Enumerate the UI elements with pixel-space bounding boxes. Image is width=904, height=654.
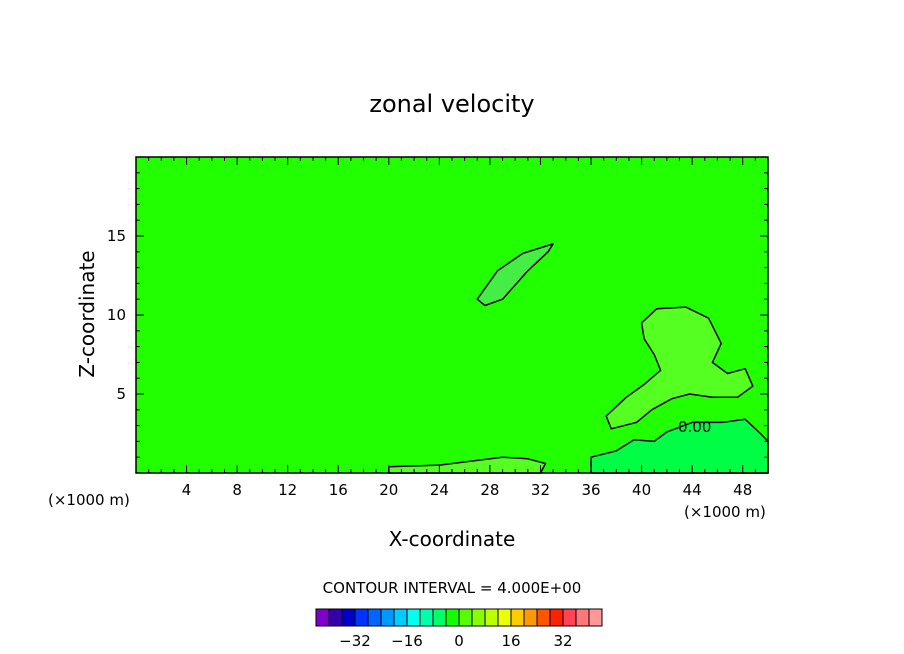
x-tick-label: 16 xyxy=(329,481,348,499)
colorbar-tick-label: 0 xyxy=(454,632,464,650)
colorbar-tick-label: −32 xyxy=(339,632,371,650)
x-tick-label: 4 xyxy=(182,481,192,499)
colorbar-swatch xyxy=(445,608,460,627)
colorbar-swatch xyxy=(471,608,486,627)
colorbar-swatch xyxy=(328,608,343,627)
x-tick-label: 8 xyxy=(232,481,242,499)
contour-interval-label: CONTOUR INTERVAL = 4.000E+00 xyxy=(323,579,582,597)
colorbar-swatch xyxy=(497,608,512,627)
colorbar-swatch xyxy=(523,608,538,627)
colorbar-swatch xyxy=(588,608,603,627)
colorbar-swatch xyxy=(562,608,577,627)
colorbar-swatch xyxy=(510,608,525,627)
colorbar-swatch xyxy=(406,608,421,627)
colorbar-tick-label: 16 xyxy=(501,632,520,650)
colorbar-swatch xyxy=(432,608,447,627)
colorbar-swatch xyxy=(458,608,473,627)
chart-title: zonal velocity xyxy=(369,90,534,118)
x-tick-label: 28 xyxy=(480,481,499,499)
x-tick-label: 12 xyxy=(278,481,297,499)
colorbar-swatch xyxy=(380,608,395,627)
x-tick-label: 40 xyxy=(632,481,651,499)
colorbar-swatch xyxy=(354,608,369,627)
x-tick-label: 36 xyxy=(581,481,600,499)
contour-region-1 xyxy=(476,243,554,307)
colorbar: −32 −16 0 16 32 xyxy=(315,608,603,650)
y-axis-label: Z-coordinate xyxy=(75,250,99,377)
colorbar-swatch xyxy=(549,608,564,627)
x-tick-label: 44 xyxy=(683,481,702,499)
x-tick-label: 48 xyxy=(733,481,752,499)
x-tick-label: 32 xyxy=(531,481,550,499)
colorbar-swatch xyxy=(536,608,551,627)
x-tick-label: 20 xyxy=(379,481,398,499)
colorbar-swatch xyxy=(393,608,408,627)
x-unit-right: (×1000 m) xyxy=(684,503,766,521)
colorbar-swatch xyxy=(315,608,330,627)
contour-region-4 xyxy=(388,456,547,474)
contour-region-2 xyxy=(605,306,754,430)
y-tick-label: 5 xyxy=(116,385,126,403)
x-unit-left: (×1000 m) xyxy=(48,491,130,509)
colorbar-tick-label: 32 xyxy=(553,632,572,650)
contour-label: 0.00 xyxy=(678,418,711,436)
colorbar-tick-label: −16 xyxy=(391,632,423,650)
y-tick-label: 10 xyxy=(107,306,126,324)
colorbar-swatch xyxy=(484,608,499,627)
colorbar-swatch xyxy=(367,608,382,627)
colorbar-swatch xyxy=(419,608,434,627)
colorbar-swatch xyxy=(341,608,356,627)
x-tick-label: 24 xyxy=(430,481,449,499)
y-tick-label: 15 xyxy=(107,227,126,245)
colorbar-swatch xyxy=(575,608,590,627)
x-axis-label: X-coordinate xyxy=(389,527,516,551)
